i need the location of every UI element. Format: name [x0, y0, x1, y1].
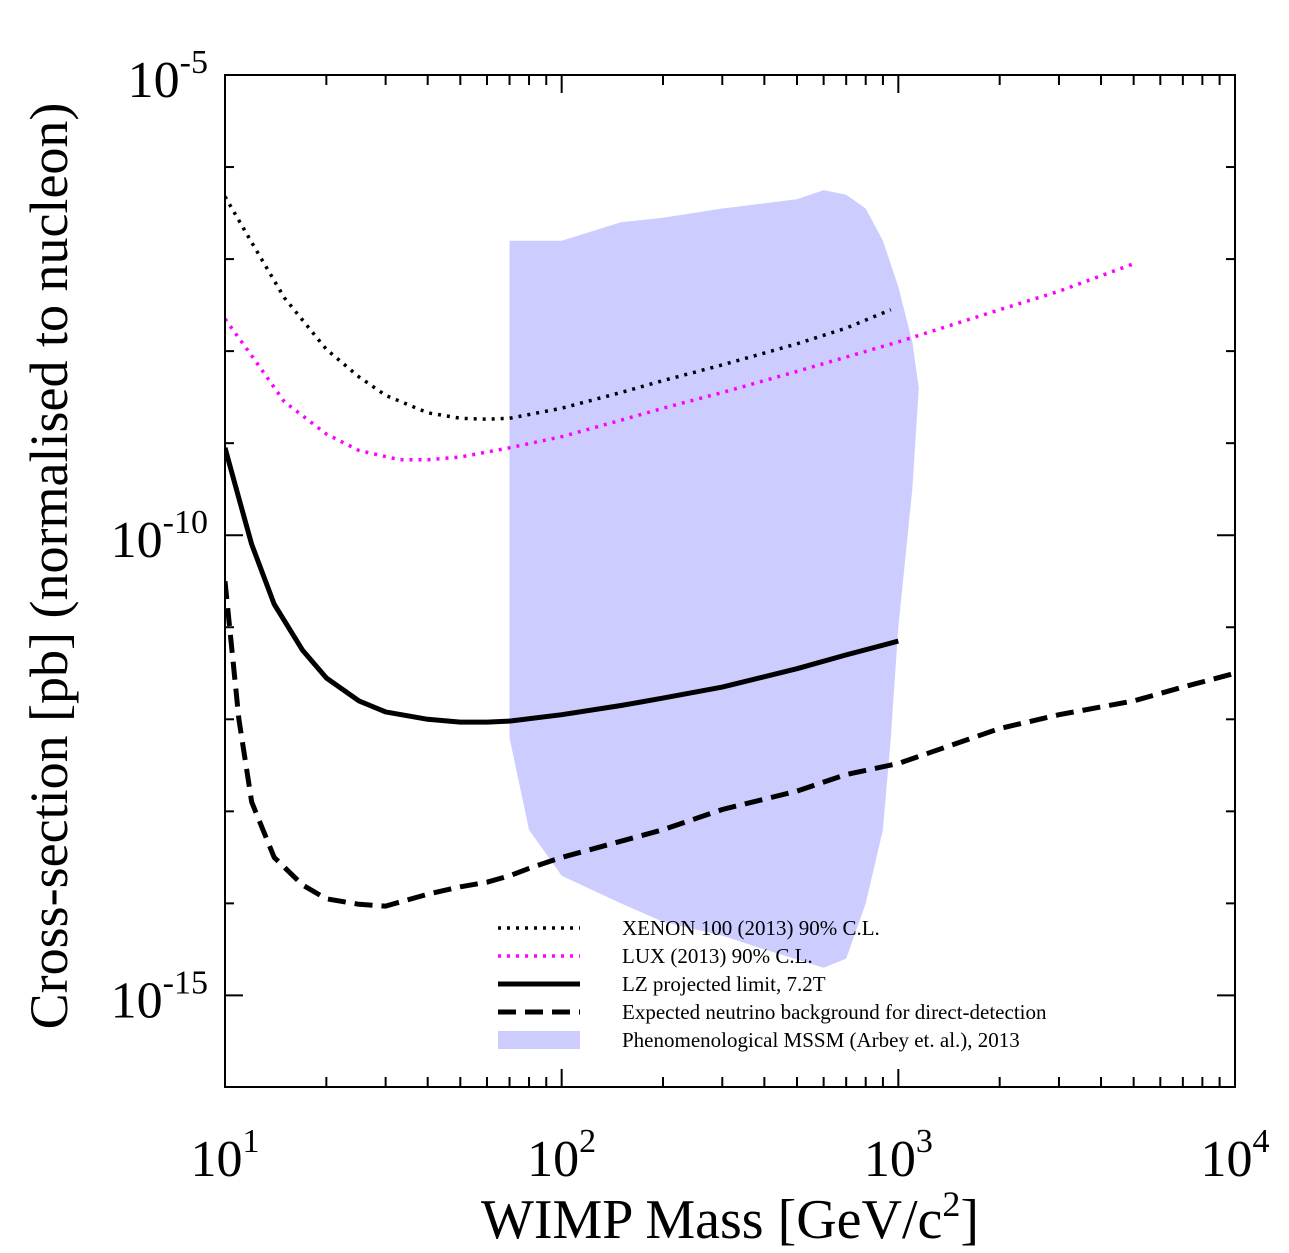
legend: XENON 100 (2013) 90% C.L. LUX (2013) 90% … [498, 916, 1047, 1052]
x-tick-label: 102 [527, 1123, 596, 1188]
x-tick-label-base: 10 [191, 1131, 243, 1188]
y-tick-label-exp: -5 [180, 44, 208, 81]
legend-label: XENON 100 (2013) 90% C.L. [622, 916, 880, 940]
legend-item: LZ projected limit, 7.2T [498, 972, 826, 996]
y-tick-label-exp: -15 [163, 964, 208, 1001]
legend-label: Phenomenological MSSM (Arbey et. al.), 2… [622, 1028, 1020, 1052]
y-tick-label-exp: -10 [163, 504, 208, 541]
x-tick-label: 103 [864, 1123, 933, 1188]
y-tick-label: 10-10 [111, 504, 208, 569]
series-xenon-100-2013-90-c-l [225, 195, 892, 421]
x-tick-labels: 101 102 103 104 [191, 1123, 1270, 1188]
x-axis-label: WIMP Mass [GeV/c2] [481, 1184, 979, 1251]
series-lz-projected-limit-7-2t [225, 447, 899, 725]
plot-area [225, 190, 1235, 968]
legend-swatch-region [498, 1031, 580, 1049]
x-tick-label: 104 [1201, 1123, 1270, 1188]
series-lux-2013-90-c-l [225, 262, 1135, 462]
y-tick-label-base: 10 [128, 52, 180, 109]
x-tick-label-exp: 1 [243, 1123, 260, 1160]
x-tick-label-base: 10 [527, 1131, 579, 1188]
y-tick-label-base: 10 [111, 512, 163, 569]
axis-ticks [224, 74, 1236, 1087]
x-tick-label: 101 [191, 1123, 260, 1188]
plot-frame [224, 74, 1236, 1088]
x-tick-label-exp: 4 [1253, 1123, 1270, 1160]
x-tick-label-base: 10 [864, 1131, 916, 1188]
legend-item: XENON 100 (2013) 90% C.L. [498, 916, 880, 940]
legend-item: LUX (2013) 90% C.L. [498, 944, 813, 968]
legend-item: Phenomenological MSSM (Arbey et. al.), 2… [498, 1028, 1020, 1052]
legend-label: Expected neutrino background for direct-… [622, 1000, 1047, 1024]
y-tick-label-base: 10 [111, 972, 163, 1029]
series-expected-neutrino-background-f [225, 580, 1235, 909]
legend-label: LUX (2013) 90% C.L. [622, 944, 813, 968]
x-tick-label-base: 10 [1201, 1131, 1253, 1188]
legend-item: Expected neutrino background for direct-… [498, 1000, 1047, 1024]
x-tick-label-exp: 2 [579, 1123, 596, 1160]
y-tick-label: 10-5 [128, 44, 208, 109]
y-axis-label: Cross-section [pb] (normalised to nucleo… [19, 103, 79, 1030]
legend-label: LZ projected limit, 7.2T [622, 972, 826, 996]
x-tick-label-exp: 3 [916, 1123, 933, 1160]
mssm-region [509, 190, 919, 968]
y-tick-label: 10-15 [111, 964, 208, 1029]
